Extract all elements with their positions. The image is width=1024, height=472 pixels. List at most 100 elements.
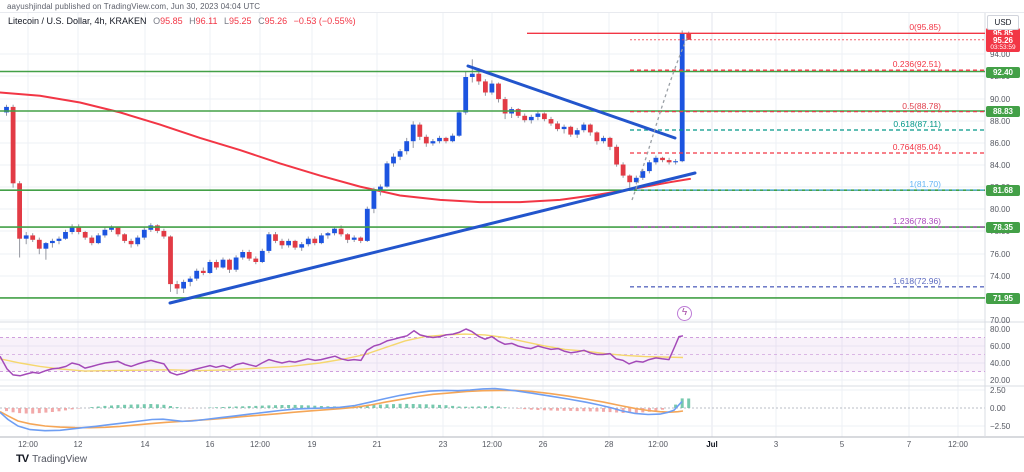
time-axis-label[interactable]: 23 [438,440,448,449]
price-tag-green: 78.35 [986,221,1020,233]
macd-histogram-bar [300,405,304,408]
time-axis-label[interactable]: 12:00 [481,440,503,449]
time-axis-label[interactable]: 12:00 [17,440,39,449]
macd-histogram-bar [385,404,389,408]
macd-histogram-bar [234,406,238,408]
macd-histogram-bar [11,408,15,413]
time-axis-label[interactable]: 12 [73,440,83,449]
time-axis-label[interactable]: 16 [205,440,215,449]
candle-body [574,130,580,135]
macd-histogram-bar [451,405,455,408]
candle-body [168,236,173,285]
price-axis-label: 60.00 [990,342,1011,351]
time-axis-label[interactable]: 3 [773,440,779,449]
price-axis-label: 90.00 [990,95,1011,104]
macd-histogram-bar [490,406,494,408]
close-value: 95.26 [264,16,288,26]
macd-histogram-bar [680,398,684,408]
candle-body [194,270,200,279]
candle-body [122,234,127,241]
macd-histogram-bar [149,404,153,408]
macd-histogram-bar [293,404,297,408]
macd-histogram-bar [208,407,212,408]
macd-histogram-bar [110,405,113,408]
candle-body [463,77,469,113]
fib-level-label: 0.764(85.04) [892,142,941,152]
candle-body [4,106,9,113]
candle-body [82,232,88,238]
low-label: L [224,16,230,26]
time-axis-label[interactable]: Jul [706,440,718,449]
candle-body [214,262,219,268]
candle-body [686,33,692,40]
price-axis-label: 88.00 [990,117,1011,126]
macd-histogram-bar [503,407,507,408]
price-axis-label: 86.00 [990,139,1011,148]
trendline[interactable] [168,171,697,305]
candle-body [50,240,55,244]
price-axis-label: 70.00 [990,316,1011,325]
candle-body [299,244,305,248]
candle-body [273,234,278,241]
macd-histogram-bar [247,406,251,408]
candle-body [187,278,193,282]
candle-body [483,81,488,93]
candle-body [305,238,311,245]
candle-body [489,83,495,93]
price-axis-label: 0.00 [990,404,1006,413]
candle-body [391,156,396,164]
macd-histogram-bar [136,404,140,408]
time-axis-label[interactable]: 19 [307,440,317,449]
time-axis-label[interactable]: 5 [839,440,845,449]
candle-body [69,226,75,232]
macd-histogram-bar [497,406,500,408]
time-axis-label[interactable]: 28 [604,440,614,449]
flash-idea-icon[interactable]: ϟ [677,306,692,321]
candle-body [364,208,370,241]
candle-body [397,151,403,157]
candle-body [23,235,29,239]
macd-histogram-bar [5,408,8,412]
symbol-title[interactable]: Litecoin / U.S. Dollar, 4h, KRAKEN [8,16,147,26]
fib-level-label: 1.236(78.36) [892,216,941,226]
time-axis-label[interactable]: 26 [538,440,548,449]
time-axis-label[interactable]: 21 [372,440,382,449]
macd-histogram-bar [615,408,619,413]
candle-body [404,141,410,152]
macd-histogram-bar [162,404,166,408]
candle-body [423,136,429,144]
price-axis-label: 76.00 [990,250,1011,259]
candle-body [496,83,501,100]
candle-body [417,124,423,137]
candle-body [17,183,22,239]
candle-body [63,232,68,239]
time-axis-label[interactable]: 12:00 [249,440,271,449]
macd-histogram-bar [687,398,691,408]
candle-body [469,73,475,77]
macd-histogram-bar [96,406,100,408]
candle-body [351,237,357,240]
price-tag-green: 81.68 [986,184,1020,196]
candle-body [338,228,344,235]
macd-histogram-bar [50,408,54,412]
candle-body [515,109,521,116]
candle-body [174,284,180,289]
candle-body [207,262,213,273]
candle-body [594,132,600,142]
trendline[interactable] [466,64,677,140]
time-axis-label[interactable]: 7 [906,440,912,449]
candle-body [456,112,462,136]
candle-body [312,238,318,244]
time-axis-label[interactable]: 14 [140,440,150,449]
time-axis-label[interactable]: 12:00 [647,440,669,449]
time-axis-label[interactable]: 12:00 [947,440,969,449]
macd-histogram-bar [241,406,245,408]
candle-body [660,157,665,161]
tradingview-logo[interactable]: TV TradingView [16,453,87,465]
last-price-tag: 95.26 03:53:59 [986,35,1020,52]
currency-toggle-button[interactable]: USD [987,15,1019,30]
price-axis-label: −2.50 [990,422,1011,431]
candle-body [568,126,574,135]
candle-body [102,229,108,236]
